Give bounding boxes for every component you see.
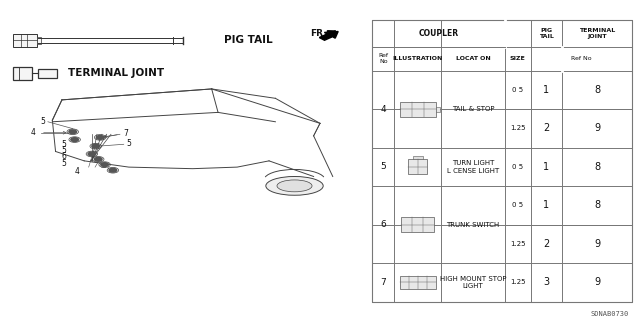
Text: 9: 9 — [594, 123, 600, 133]
Text: TRUNK SWITCH: TRUNK SWITCH — [446, 222, 500, 228]
Text: 1: 1 — [543, 85, 550, 95]
Ellipse shape — [277, 180, 312, 192]
Text: 5: 5 — [61, 160, 67, 168]
Text: 4: 4 — [381, 105, 386, 114]
Circle shape — [71, 138, 79, 141]
Bar — [408, 160, 428, 174]
Text: 0 5: 0 5 — [512, 164, 524, 170]
Text: 9: 9 — [594, 239, 600, 249]
Text: 6: 6 — [380, 220, 386, 229]
Circle shape — [95, 157, 102, 161]
Text: 1: 1 — [543, 200, 550, 211]
Text: FR.: FR. — [310, 29, 327, 38]
Bar — [413, 156, 422, 160]
Bar — [13, 33, 37, 47]
Text: TERMINAL
JOINT: TERMINAL JOINT — [579, 28, 615, 39]
Circle shape — [109, 168, 116, 172]
Text: 8: 8 — [594, 85, 600, 95]
Text: 4: 4 — [31, 128, 36, 137]
Text: TURN LIGHT
L CENSE LIGHT: TURN LIGHT L CENSE LIGHT — [447, 160, 499, 174]
Text: SIZE: SIZE — [510, 56, 525, 61]
Circle shape — [100, 163, 108, 167]
Circle shape — [88, 152, 96, 156]
Text: 2: 2 — [543, 239, 550, 249]
Text: HIGH MOUNT STOP
LIGHT: HIGH MOUNT STOP LIGHT — [440, 276, 506, 289]
Text: TERMINAL JOINT: TERMINAL JOINT — [68, 68, 164, 78]
Text: 8: 8 — [594, 162, 600, 172]
Text: SDNAB0730: SDNAB0730 — [591, 311, 629, 317]
Text: 0 5: 0 5 — [512, 87, 524, 93]
Text: 2: 2 — [543, 123, 550, 133]
Circle shape — [97, 136, 104, 139]
Text: 1.25: 1.25 — [510, 241, 525, 247]
Text: 5: 5 — [126, 139, 131, 148]
Text: 1: 1 — [543, 162, 550, 172]
Text: 3: 3 — [543, 277, 550, 287]
Text: 0 5: 0 5 — [512, 203, 524, 208]
Bar — [436, 107, 440, 112]
Bar — [401, 217, 435, 232]
Text: ILLUSTRATION: ILLUSTRATION — [392, 56, 443, 61]
Bar — [13, 67, 32, 79]
Text: 5: 5 — [61, 140, 67, 149]
Text: 8: 8 — [594, 200, 600, 211]
Text: 1.25: 1.25 — [510, 279, 525, 285]
Text: 6: 6 — [61, 152, 67, 161]
Text: 4: 4 — [74, 167, 79, 176]
Circle shape — [92, 144, 100, 148]
Text: 7: 7 — [124, 129, 128, 138]
Text: 5: 5 — [380, 162, 386, 171]
Text: 7: 7 — [380, 278, 386, 287]
Bar — [372, 20, 632, 301]
Bar — [38, 69, 58, 78]
Text: 9: 9 — [594, 277, 600, 287]
Circle shape — [69, 130, 77, 134]
Text: PIG TAIL: PIG TAIL — [225, 35, 273, 46]
Text: PIG
TAIL: PIG TAIL — [539, 28, 554, 39]
Text: 5: 5 — [40, 117, 45, 126]
Text: Ref
No: Ref No — [378, 54, 388, 64]
Text: TAIL & STOP: TAIL & STOP — [452, 106, 494, 112]
Bar — [37, 37, 41, 44]
Text: COUPLER: COUPLER — [419, 29, 459, 38]
Ellipse shape — [266, 176, 323, 195]
Text: LOCAT ON: LOCAT ON — [456, 56, 490, 61]
Bar — [400, 102, 436, 117]
Text: 5: 5 — [61, 146, 67, 155]
Bar — [400, 276, 436, 289]
FancyArrow shape — [319, 32, 338, 40]
Text: 1.25: 1.25 — [510, 125, 525, 131]
Text: Ref No: Ref No — [572, 56, 592, 61]
